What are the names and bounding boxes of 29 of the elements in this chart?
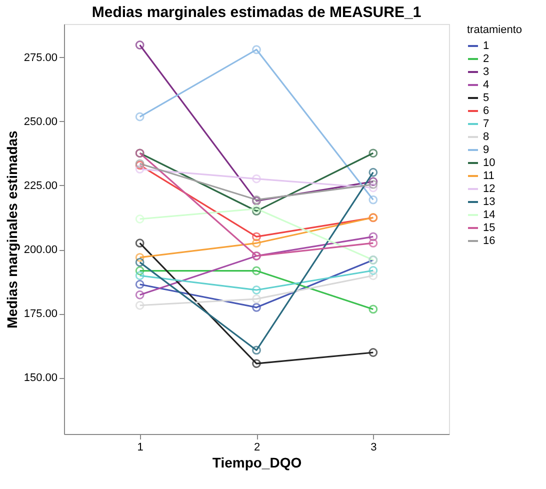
legend-label: 8 (483, 131, 490, 143)
legend-label: 15 (483, 222, 496, 234)
y-tick-label: 200.00 (24, 244, 58, 256)
legend-label: 14 (483, 209, 496, 221)
legend-label: 12 (483, 183, 496, 195)
legend-label: 6 (483, 105, 490, 117)
legend-label: 16 (483, 235, 496, 247)
legend-label: 13 (483, 196, 496, 208)
y-tick-label: 150.00 (24, 372, 58, 384)
y-tick-label: 275.00 (24, 52, 58, 64)
legend-label: 4 (483, 79, 490, 91)
x-axis-title: Tiempo_DQO (212, 454, 302, 470)
y-axis-title: Medias marginales estimadas (4, 130, 20, 328)
legend-label: 11 (483, 170, 494, 182)
legend-label: 1 (483, 40, 490, 52)
x-tick-label: 1 (137, 442, 144, 454)
legend-label: 5 (483, 92, 490, 104)
legend-label: 9 (483, 144, 490, 156)
legend-label: 3 (483, 66, 490, 78)
x-tick-label: 3 (370, 442, 377, 454)
legend-label: 2 (483, 53, 490, 65)
chart-title: Medias marginales estimadas de MEASURE_1 (92, 4, 422, 21)
x-tick-label: 2 (254, 442, 260, 454)
legend-label: 10 (483, 157, 496, 169)
y-tick-label: 250.00 (24, 116, 58, 128)
y-tick-label: 225.00 (24, 180, 58, 192)
legend-label: 7 (483, 118, 490, 130)
y-tick-label: 175.00 (24, 308, 58, 320)
legend-title: tratamiento (467, 24, 522, 36)
